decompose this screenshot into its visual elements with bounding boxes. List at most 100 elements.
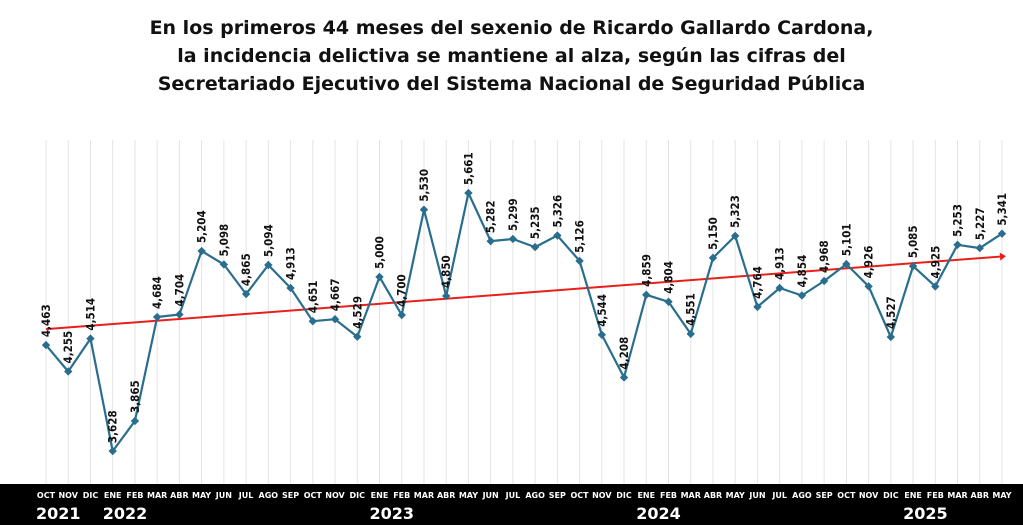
x-tick-label: NOV — [859, 491, 879, 500]
x-tick-label: SEP — [282, 491, 299, 500]
data-point — [353, 332, 362, 341]
x-tick-label: FEB — [393, 491, 410, 500]
data-point — [886, 332, 896, 342]
trendline — [45, 255, 1001, 331]
x-tick-label: MAY — [726, 491, 745, 500]
gridlines — [45, 140, 1003, 484]
x-tick-label: MAR — [947, 491, 967, 500]
data-point — [397, 310, 406, 320]
x-year-label: 2024 — [636, 504, 681, 523]
data-label: 5,085 — [906, 225, 920, 258]
data-point — [419, 205, 429, 214]
data-point — [530, 242, 540, 252]
data-point — [619, 373, 629, 382]
x-tick-label: DIC — [616, 491, 632, 500]
x-tick-label: OCT — [571, 491, 590, 500]
data-point — [375, 272, 384, 282]
data-point — [664, 297, 673, 306]
data-point — [553, 231, 562, 240]
data-label: 5,094 — [261, 224, 275, 257]
x-tick-label: FEB — [126, 491, 143, 500]
data-point — [152, 312, 162, 322]
x-tick-label: FEB — [660, 491, 677, 500]
data-label: 5,150 — [706, 217, 720, 250]
data-label: 4,544 — [595, 294, 609, 327]
data-label: 4,529 — [350, 296, 364, 329]
x-tick-label: ENE — [104, 491, 122, 500]
data-label: 4,865 — [239, 253, 253, 286]
chart-title-line-1: En los primeros 44 meses del sexenio de … — [149, 17, 874, 39]
data-label: 5,227 — [973, 207, 987, 240]
x-tick-label: ENE — [637, 491, 655, 500]
data-point — [86, 334, 95, 343]
data-label: 4,804 — [662, 261, 676, 294]
data-point — [464, 188, 473, 198]
data-label: 4,551 — [684, 293, 698, 326]
data-label: 4,764 — [750, 266, 764, 299]
series-layer — [41, 188, 1007, 456]
data-label: 4,850 — [439, 255, 453, 288]
data-point — [41, 340, 51, 350]
data-point — [330, 314, 340, 324]
x-tick-label: SEP — [549, 491, 566, 500]
chart-title-line-3: Secretariado Ejecutivo del Sistema Nacio… — [157, 73, 866, 95]
data-label: 4,926 — [862, 246, 876, 279]
data-label: 4,684 — [150, 276, 164, 309]
x-axis: OCT NOV DIC ENE FEB MAR ABR MAY JUN JUL AGO SEP OCT N… — [36, 491, 1012, 523]
data-point — [708, 253, 718, 263]
data-label: 5,126 — [573, 220, 587, 253]
data-label: 5,000 — [372, 236, 386, 269]
data-label: 5,235 — [528, 206, 542, 239]
data-point — [775, 283, 784, 293]
x-tick-label: MAY — [192, 491, 211, 500]
data-point — [197, 246, 206, 256]
data-point — [908, 261, 918, 271]
data-label: 4,527 — [884, 296, 898, 329]
x-tick-label: ABR — [971, 491, 989, 500]
x-tick-label: AGO — [259, 491, 279, 500]
data-label: 5,299 — [506, 198, 520, 231]
data-label: 5,530 — [417, 169, 431, 202]
x-tick-label: ABR — [170, 491, 188, 500]
x-tick-label: NOV — [592, 491, 612, 500]
data-label: 3,865 — [128, 380, 142, 413]
x-tick-label: JUL — [771, 491, 787, 500]
data-label: 4,700 — [395, 274, 409, 307]
x-axis-band — [0, 484, 1023, 525]
data-label: 4,514 — [83, 298, 97, 331]
x-tick-label: NOV — [325, 491, 345, 500]
chart-title: En los primeros 44 meses del sexenio de … — [0, 14, 1023, 98]
x-tick-label: OCT — [304, 491, 323, 500]
x-tick-label: NOV — [58, 491, 78, 500]
data-point — [642, 290, 651, 300]
data-point — [508, 234, 518, 244]
data-label: 4,925 — [928, 246, 942, 279]
data-label: 4,968 — [817, 240, 831, 273]
x-tick-label: DIC — [883, 491, 899, 500]
x-tick-label: MAR — [147, 491, 167, 500]
data-point — [842, 259, 851, 269]
x-tick-label: OCT — [837, 491, 856, 500]
data-label: 4,704 — [172, 274, 186, 307]
x-tick-label: OCT — [37, 491, 56, 500]
data-point — [953, 240, 962, 250]
data-label: 5,323 — [728, 195, 742, 228]
data-point — [219, 260, 229, 269]
data-point — [864, 282, 873, 291]
data-point — [264, 260, 273, 270]
x-tick-label: DIC — [83, 491, 99, 500]
x-tick-label: SEP — [816, 491, 833, 500]
data-label: 4,651 — [306, 280, 320, 313]
chart-title-line-2: la incidencia delictiva se mantiene al a… — [177, 45, 846, 67]
data-label: 4,913 — [284, 247, 298, 280]
data-point — [308, 317, 317, 326]
data-labels-layer: 4,463 4,255 4,514 3,628 3,865 4,684 4,704 5,204… — [39, 152, 1009, 443]
data-label: 5,253 — [951, 204, 965, 237]
x-year-label: 2021 — [36, 504, 81, 523]
x-tick-label: ABR — [437, 491, 455, 500]
data-label: 5,204 — [195, 210, 209, 243]
data-point — [441, 291, 451, 301]
x-year-label: 2023 — [369, 504, 414, 523]
data-label: 5,661 — [461, 152, 475, 185]
